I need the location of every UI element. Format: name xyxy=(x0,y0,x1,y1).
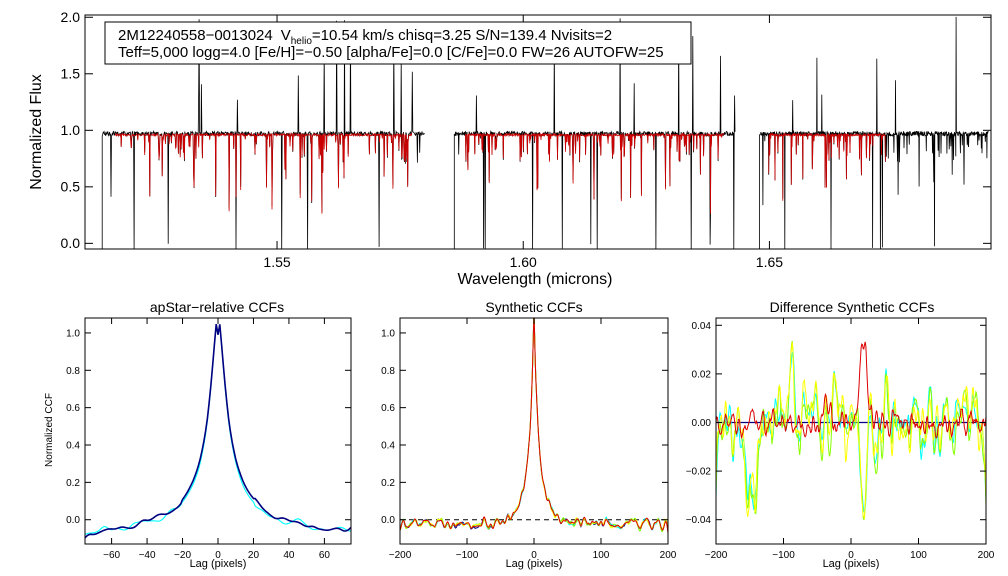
x-tick-label: 0 xyxy=(531,550,537,561)
y-tick-label: 0.8 xyxy=(66,366,80,377)
y-tick-label: 0.0 xyxy=(381,515,395,526)
y-tick-label: 2.0 xyxy=(61,9,81,25)
apstar-y-axis-label: Normalized CCF xyxy=(44,393,55,467)
spectrum-ticks: 1.55 1.60 1.65 0.0 0.5 1.0 1.5 2.0 xyxy=(61,9,991,270)
synthetic-frame xyxy=(399,317,669,545)
synthetic-ccf-line xyxy=(400,318,668,532)
x-tick-label: −100 xyxy=(456,550,479,561)
annotation-line-1: 2M12240558−0013024 Vhelio=10.54 km/s chis… xyxy=(118,27,612,47)
x-tick-label: 0 xyxy=(848,550,854,561)
y-tick-label: 1.0 xyxy=(381,328,395,339)
synthetic-data xyxy=(400,318,668,534)
spectrum-data xyxy=(101,16,989,249)
difference-panel: Difference Synthetic CCFs −200 −100 0 100 20… xyxy=(686,299,995,570)
annotation-v-rest: =10.54 km/s chisq=3.25 S/N=139.4 Nvisits… xyxy=(312,27,612,44)
y-tick-label: 0.0 xyxy=(66,515,80,526)
y-tick-label: −0.04 xyxy=(686,515,712,526)
annotation-object: 2M12240558−0013024 xyxy=(118,27,273,44)
x-tick-label: 1.65 xyxy=(756,254,783,270)
x-tick-label: −40 xyxy=(139,550,156,561)
x-tick-label: −200 xyxy=(389,550,412,561)
y-tick-label: 0.6 xyxy=(381,403,395,414)
x-tick-label: −200 xyxy=(705,550,728,561)
synthetic-panel: Synthetic CCFs −200 −100 0 100 200 0.0 0.2 0.4 0… xyxy=(381,299,677,570)
annotation-line-2: Teff=5,000 logg=4.0 [Fe/H]=−0.50 [alpha/… xyxy=(118,44,664,61)
apstar-ccf-line xyxy=(85,324,351,536)
y-tick-label: 0.0 xyxy=(61,235,81,251)
synthetic-ccf-line xyxy=(400,318,668,531)
x-tick-label: 200 xyxy=(978,550,995,561)
apstar-ticks: −60 −40 −20 0 20 40 60 0.0 0.2 0.4 0.6 0.8 1.0 xyxy=(66,318,351,561)
difference-title: Difference Synthetic CCFs xyxy=(770,299,935,315)
observed-spectrum-line xyxy=(759,16,989,249)
x-tick-label: −100 xyxy=(772,550,795,561)
x-tick-label: 0 xyxy=(215,550,221,561)
y-tick-label: 0.6 xyxy=(66,403,80,414)
y-tick-label: 1.5 xyxy=(61,66,81,82)
apstar-panel: apStar−relative CCFs −60 −40 −20 0 20 40 60 0.0… xyxy=(44,299,352,570)
y-tick-label: 1.0 xyxy=(66,328,80,339)
apstar-frame xyxy=(84,317,352,545)
annotation-v-subscript: helio xyxy=(291,36,313,47)
x-tick-label: 200 xyxy=(660,550,677,561)
y-tick-label: 0.5 xyxy=(61,179,81,195)
x-tick-label: 20 xyxy=(248,550,260,561)
spectrum-x-axis-label: Wavelength (microns) xyxy=(457,271,612,288)
x-tick-label: 1.60 xyxy=(510,254,537,270)
y-tick-label: 0.00 xyxy=(692,418,712,429)
x-tick-label: 100 xyxy=(910,550,927,561)
x-tick-label: −60 xyxy=(103,550,120,561)
annotation-box xyxy=(104,21,692,65)
x-tick-label: 40 xyxy=(283,550,295,561)
spectrum-frame xyxy=(84,14,992,250)
x-tick-label: 1.55 xyxy=(263,254,290,270)
model-spectrum-line xyxy=(114,132,413,214)
y-tick-label: 0.04 xyxy=(692,321,712,332)
synthetic-ccf-line xyxy=(400,318,668,534)
difference-ccf-line xyxy=(716,341,986,439)
difference-ticks: −200 −100 0 100 200 −0.04 −0.02 0.00 0.02 0.04 xyxy=(686,318,995,561)
apstar-ccf-line xyxy=(85,323,351,539)
difference-ccf-line xyxy=(716,342,986,521)
y-tick-label: 0.02 xyxy=(692,369,712,380)
y-tick-label: 0.4 xyxy=(381,441,395,452)
y-tick-label: 0.4 xyxy=(66,441,80,452)
model-spectrum-line xyxy=(465,132,724,214)
model-spectrum-line xyxy=(768,132,886,201)
synthetic-title: Synthetic CCFs xyxy=(485,299,582,315)
spectrum-panel: 1.55 1.60 1.65 0.0 0.5 1.0 1.5 2.0 Normalized F… xyxy=(28,9,992,288)
synthetic-ccf-line xyxy=(400,318,668,532)
synthetic-ccf-line xyxy=(400,318,668,533)
apstar-title: apStar−relative CCFs xyxy=(150,299,284,315)
synthetic-ticks: −200 −100 0 100 200 0.0 0.2 0.4 0.6 0.8 1.0 xyxy=(381,318,677,561)
y-tick-label: 1.0 xyxy=(61,122,81,138)
annotation-v-label: V xyxy=(281,27,291,44)
y-tick-label: 0.2 xyxy=(381,478,395,489)
y-tick-label: 0.2 xyxy=(66,478,80,489)
x-tick-label: 60 xyxy=(319,550,331,561)
spectrum-y-axis-label: Normalized Flux xyxy=(28,74,45,190)
x-tick-label: 100 xyxy=(593,550,610,561)
difference-x-axis-label: Lag (pixels) xyxy=(823,558,880,570)
apstar-x-axis-label: Lag (pixels) xyxy=(190,558,247,570)
x-tick-label: −20 xyxy=(174,550,191,561)
difference-data xyxy=(716,340,986,521)
apstar-data xyxy=(85,323,351,539)
synthetic-x-axis-label: Lag (pixels) xyxy=(506,558,563,570)
y-tick-label: 0.8 xyxy=(381,366,395,377)
y-tick-label: −0.02 xyxy=(686,467,712,478)
